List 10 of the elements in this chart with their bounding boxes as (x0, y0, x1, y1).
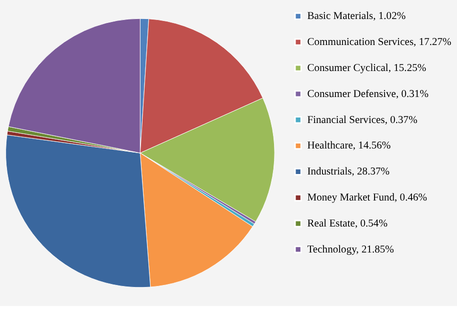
legend-label: Technology, 21.85% (307, 244, 394, 256)
legend-label: Financial Services, 0.37% (307, 114, 418, 126)
legend-label: Real Estate, 0.54% (307, 218, 388, 230)
legend-label: Consumer Defensive, 0.31% (307, 88, 429, 100)
legend-label: Basic Materials, 1.02% (307, 11, 406, 22)
legend-label: Healthcare, 14.56% (307, 140, 391, 152)
legend-label: Money Market Fund, 0.46% (307, 192, 428, 204)
legend-label: Communication Services, 17.27% (307, 36, 452, 48)
legend-label: Industrials, 28.37% (307, 166, 390, 178)
legend-label: Consumer Cyclical, 15.25% (307, 62, 426, 74)
